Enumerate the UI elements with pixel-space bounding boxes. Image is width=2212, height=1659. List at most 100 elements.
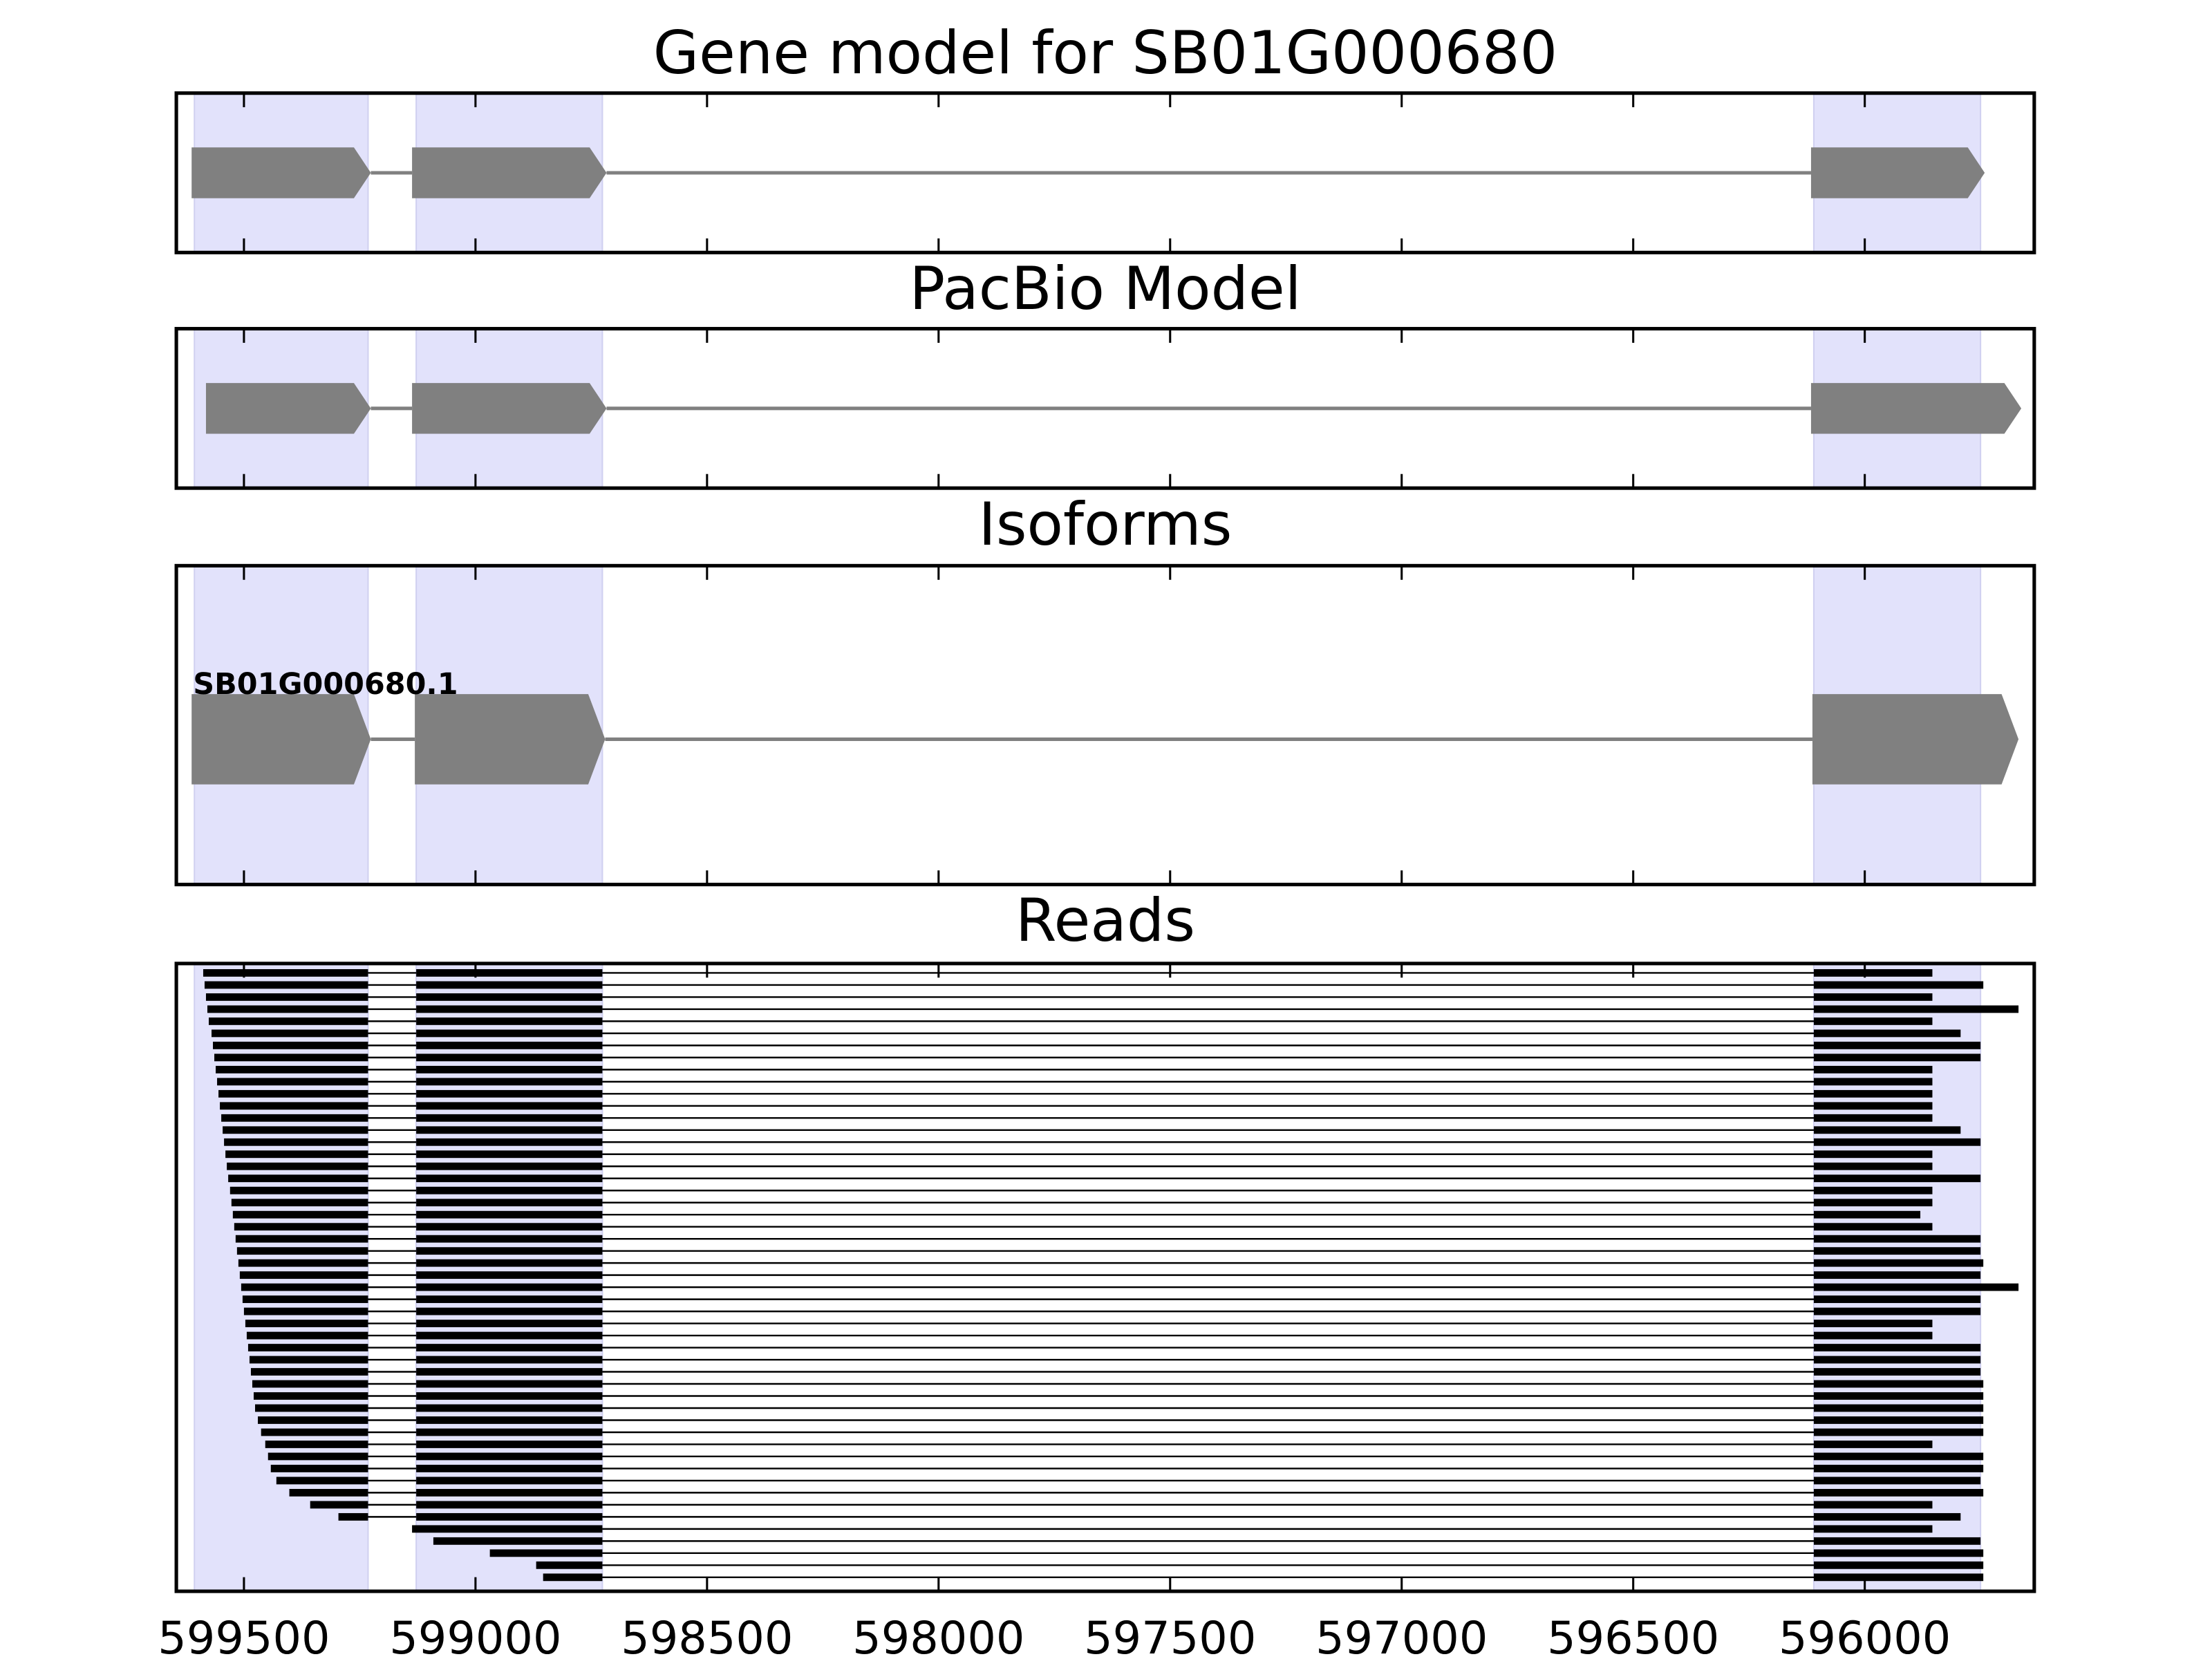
read-block: [203, 969, 368, 977]
read-block: [265, 1441, 368, 1448]
read-block: [205, 993, 368, 1001]
exon-feature: [205, 383, 371, 434]
read-block: [236, 1247, 368, 1255]
read-block: [204, 981, 368, 989]
read: [239, 1271, 1981, 1280]
read: [268, 1452, 1984, 1461]
read-block: [416, 1477, 603, 1485]
read-block: [1813, 1295, 1981, 1304]
read-block: [416, 1356, 603, 1364]
read: [234, 1223, 1933, 1231]
read-block: [228, 1174, 368, 1183]
read-block: [416, 1089, 603, 1098]
read: [217, 1078, 1933, 1086]
read-block: [1813, 1307, 1981, 1315]
read: [231, 1199, 1933, 1207]
read: [223, 1126, 1961, 1134]
read-block: [416, 1138, 603, 1146]
read-block: [1813, 1271, 1981, 1280]
read-block: [1813, 969, 1933, 977]
read: [310, 1501, 1933, 1509]
read: [245, 1320, 1933, 1328]
read-block: [1813, 1199, 1933, 1207]
read-block: [238, 1259, 368, 1267]
read: [214, 1053, 1981, 1062]
read-block: [416, 1295, 603, 1304]
panel-frame: [174, 326, 2036, 490]
read-block: [258, 1416, 368, 1424]
read: [225, 1150, 1933, 1159]
read-block: [416, 1126, 603, 1134]
exon-feature: [415, 694, 606, 785]
read-block: [218, 1089, 368, 1098]
read-block: [276, 1477, 368, 1485]
read-block: [1813, 1561, 1984, 1569]
read: [208, 1017, 1933, 1025]
read-block: [261, 1428, 368, 1436]
read: [238, 1259, 1984, 1267]
read: [213, 1041, 1981, 1049]
read: [243, 1307, 1981, 1315]
read: [252, 1380, 1984, 1388]
read-block: [310, 1501, 368, 1509]
read-block: [416, 1017, 603, 1025]
read-block: [241, 1283, 368, 1291]
x-tick-label: 598000: [852, 1612, 1024, 1659]
x-tick-label: 596000: [1779, 1612, 1951, 1659]
read-block: [416, 1005, 603, 1013]
read-block: [1813, 1005, 2019, 1013]
read-block: [225, 1150, 368, 1159]
read-block: [1813, 1041, 1981, 1049]
x-tick-label: 599500: [158, 1612, 330, 1659]
read: [221, 1114, 1933, 1122]
read-block: [246, 1331, 368, 1340]
read-block: [252, 1380, 368, 1388]
read: [220, 1102, 1933, 1110]
read: [242, 1295, 1981, 1304]
panel-title: Reads: [1015, 886, 1195, 955]
panel-frame: [174, 563, 2036, 887]
read-block: [416, 1488, 603, 1497]
panel-frame: [174, 91, 2036, 254]
read-block: [227, 1162, 368, 1170]
read-block: [234, 1223, 368, 1231]
read: [258, 1416, 1984, 1424]
exon-feature: [412, 383, 607, 434]
exon-feature: [1810, 147, 1985, 198]
read-block: [243, 1307, 368, 1315]
exon-feature: [191, 694, 371, 785]
x-tick-label: 599000: [389, 1612, 561, 1659]
isoform-label: SB01G000680.1: [193, 667, 458, 702]
read: [276, 1477, 1981, 1485]
read: [246, 1331, 1933, 1340]
panel-title: Isoforms: [979, 490, 1232, 559]
read: [265, 1441, 1933, 1448]
exon-feature: [1812, 694, 2019, 785]
read-block: [1813, 1549, 1984, 1557]
read-block: [289, 1488, 368, 1497]
read: [433, 1537, 1981, 1545]
read: [489, 1549, 1984, 1557]
read-block: [416, 1223, 603, 1231]
read-block: [416, 1512, 603, 1521]
read-block: [416, 1114, 603, 1122]
read-block: [207, 1005, 368, 1013]
read: [249, 1356, 1981, 1364]
read-block: [270, 1465, 368, 1472]
read-block: [1813, 1210, 1921, 1219]
read-block: [416, 969, 603, 977]
read: [536, 1561, 1984, 1569]
read-block: [1813, 1331, 1933, 1340]
read: [224, 1138, 1981, 1146]
read: [228, 1174, 1981, 1183]
read: [236, 1247, 1981, 1255]
read-block: [416, 981, 603, 989]
read-block: [213, 1041, 368, 1049]
read-block: [268, 1452, 368, 1461]
read-block: [416, 1416, 603, 1424]
read: [207, 1005, 2019, 1013]
read: [261, 1428, 1984, 1436]
exon-feature: [1810, 383, 2022, 434]
read-block: [416, 1102, 603, 1110]
